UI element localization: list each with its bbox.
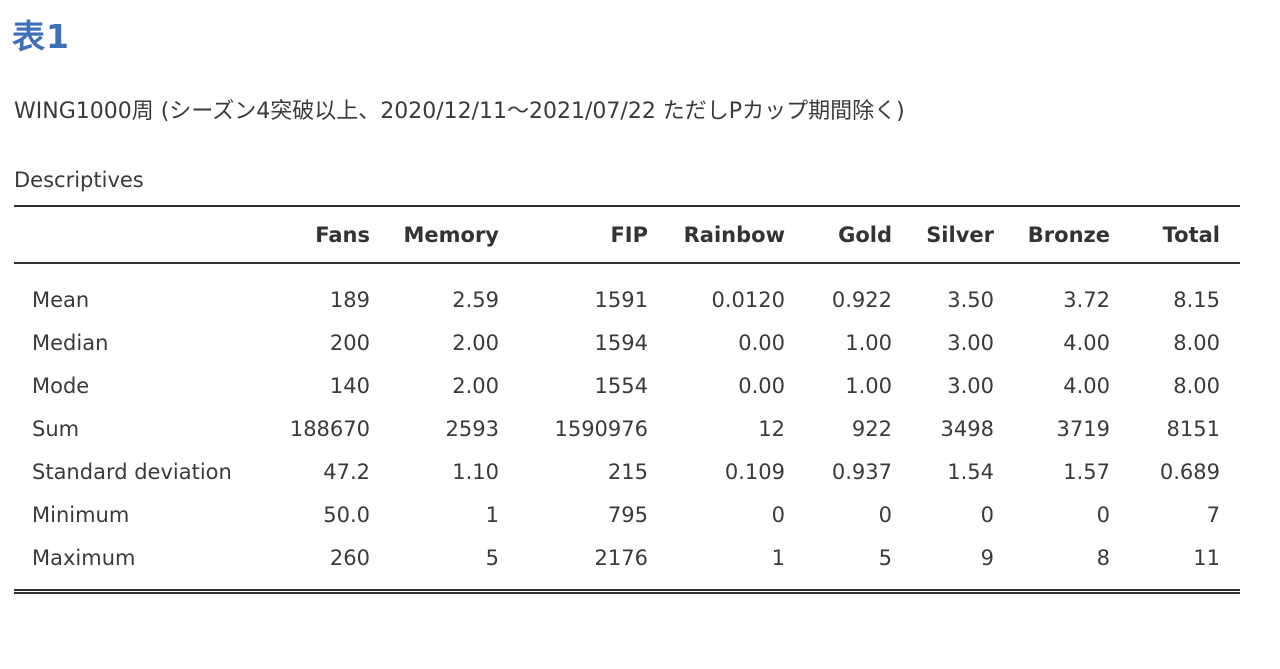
column-header: Fans <box>315 222 370 247</box>
table-cell: 140 <box>329 373 370 398</box>
table-cell: 8 <box>1096 545 1110 570</box>
table-row: Standard deviation 47.2 1.10 215 0.109 0… <box>14 450 1240 493</box>
table-cell: 47.2 <box>323 459 370 484</box>
table-cell: 0 <box>878 502 892 527</box>
table-row: Mean 189 2.59 1591 0.0120 0.922 3.50 3.7… <box>14 278 1240 321</box>
table-cell: 0.922 <box>831 287 892 312</box>
header-row: Fans Memory FIP Rainbow Gold Silver Bron… <box>14 206 1240 263</box>
table-cell: 922 <box>851 416 892 441</box>
table-cell: 4.00 <box>1063 330 1110 355</box>
table-cell: 0 <box>771 502 785 527</box>
subtitle: WING1000周 (シーズン4突破以上、2020/12/11〜2021/07/… <box>14 99 905 124</box>
table-cell: 795 <box>607 502 648 527</box>
row-label: Minimum <box>32 502 130 527</box>
spacer-row <box>14 263 1240 278</box>
table-cell: 50.0 <box>323 502 370 527</box>
row-label: Mean <box>32 287 90 312</box>
table-cell: 3.00 <box>947 373 994 398</box>
descriptives-table-container: Fans Memory FIP Rainbow Gold Silver Bron… <box>14 205 1240 579</box>
table-cell: 260 <box>329 545 370 570</box>
column-header: Rainbow <box>683 222 785 247</box>
table-cell: 8151 <box>1166 416 1220 441</box>
table-row: Maximum 260 5 2176 1 5 9 8 11 <box>14 536 1240 579</box>
table-cell: 3.50 <box>947 287 994 312</box>
table-cell: 5 <box>485 545 499 570</box>
table-cell: 0.937 <box>831 459 892 484</box>
table-cell: 1.10 <box>452 459 499 484</box>
table-cell: 2.00 <box>452 330 499 355</box>
table-cell: 0.00 <box>738 330 785 355</box>
table-cell: 1 <box>771 545 785 570</box>
table-cell: 3.00 <box>947 330 994 355</box>
table-cell: 188670 <box>289 416 370 441</box>
column-header: Bronze <box>1027 222 1110 247</box>
table-cell: 1.57 <box>1063 459 1110 484</box>
table-cell: 1590976 <box>554 416 648 441</box>
table-cell: 1.00 <box>845 330 892 355</box>
table-cell: 1591 <box>594 287 648 312</box>
table-cell: 2176 <box>594 545 648 570</box>
table-cell: 8.15 <box>1173 287 1220 312</box>
column-header: Silver <box>926 222 994 247</box>
table-cell: 3.72 <box>1063 287 1110 312</box>
table-bottom-rule <box>14 589 1240 594</box>
table-cell: 1554 <box>594 373 648 398</box>
row-label: Maximum <box>32 545 136 570</box>
table-cell: 0 <box>1096 502 1110 527</box>
table-cell: 8.00 <box>1173 373 1220 398</box>
page-title: 表1 <box>12 17 70 56</box>
table-row: Median 200 2.00 1594 0.00 1.00 3.00 4.00… <box>14 321 1240 364</box>
table-cell: 3498 <box>940 416 994 441</box>
table-cell: 12 <box>758 416 785 441</box>
table-cell: 1.00 <box>845 373 892 398</box>
table-cell: 189 <box>329 287 370 312</box>
table-cell: 5 <box>878 545 892 570</box>
row-label: Median <box>32 330 109 355</box>
column-header: Memory <box>403 222 500 247</box>
table-cell: 1.54 <box>947 459 994 484</box>
descriptives-table: Fans Memory FIP Rainbow Gold Silver Bron… <box>14 205 1240 579</box>
table-cell: 7 <box>1206 502 1220 527</box>
table-cell: 2.59 <box>452 287 499 312</box>
table-cell: 8.00 <box>1173 330 1220 355</box>
table-caption: Descriptives <box>14 168 144 192</box>
table-cell: 215 <box>607 459 648 484</box>
column-header: FIP <box>610 222 648 247</box>
table-cell: 0.00 <box>738 373 785 398</box>
table-cell: 0.689 <box>1159 459 1220 484</box>
row-label: Sum <box>32 416 80 441</box>
table-cell: 0 <box>980 502 994 527</box>
row-label: Standard deviation <box>32 459 232 484</box>
table-row: Minimum 50.0 1 795 0 0 0 0 7 <box>14 493 1240 536</box>
table-cell: 1594 <box>594 330 648 355</box>
table-cell: 2593 <box>445 416 499 441</box>
table-cell: 2.00 <box>452 373 499 398</box>
table-cell: 11 <box>1193 545 1220 570</box>
table-cell: 0.0120 <box>711 287 785 312</box>
table-row: Mode 140 2.00 1554 0.00 1.00 3.00 4.00 8… <box>14 364 1240 407</box>
table-cell: 200 <box>329 330 370 355</box>
header-blank <box>14 206 259 263</box>
table-row: Sum 188670 2593 1590976 12 922 3498 3719… <box>14 407 1240 450</box>
table-cell: 1 <box>485 502 499 527</box>
table-cell: 9 <box>980 545 994 570</box>
column-header: Total <box>1162 222 1220 247</box>
table-cell: 0.109 <box>724 459 785 484</box>
table-cell: 3719 <box>1056 416 1110 441</box>
column-header: Gold <box>838 222 892 247</box>
row-label: Mode <box>32 373 90 398</box>
table-cell: 4.00 <box>1063 373 1110 398</box>
